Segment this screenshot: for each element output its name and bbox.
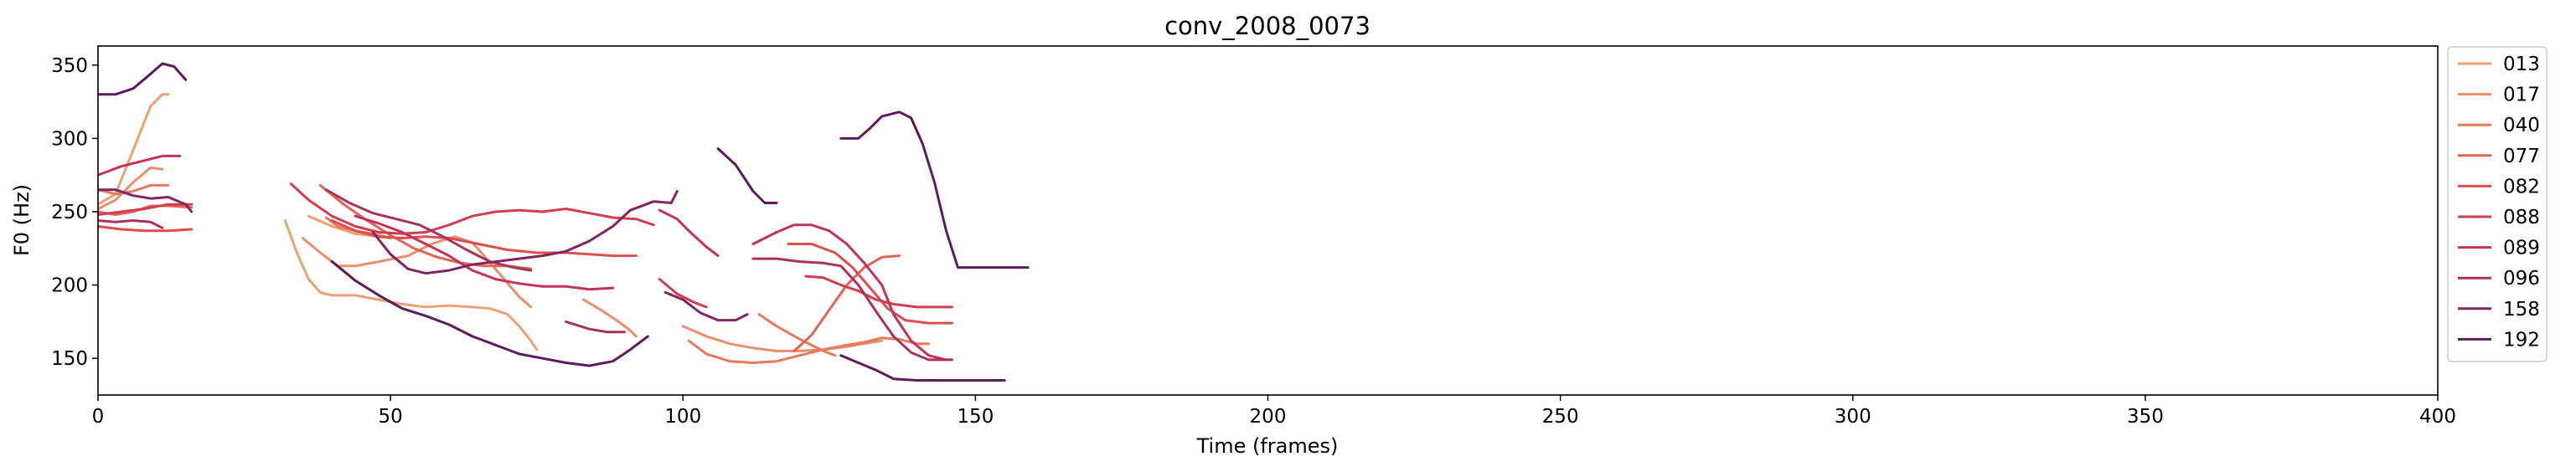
series-line-088: [658, 278, 708, 309]
plot-frame: [97, 45, 2439, 396]
legend-label: 192: [2503, 329, 2540, 351]
y-tick-label: 350: [51, 55, 88, 77]
x-tick-label: 300: [1835, 406, 1871, 428]
series-line-013: [98, 93, 170, 206]
series-layer: [98, 62, 1030, 382]
legend-label: 082: [2503, 176, 2540, 198]
series-line-158: [98, 188, 194, 213]
y-tick-label: 250: [51, 202, 88, 223]
legend-label: 017: [2503, 85, 2540, 106]
x-tick-label: 350: [2127, 406, 2164, 428]
series-line-017: [582, 298, 638, 338]
series-line-017: [681, 325, 884, 352]
series-line-082: [330, 219, 638, 258]
x-axis-title: Time (frames): [1196, 434, 1339, 458]
series-line-192: [98, 62, 188, 96]
x-tick-label: 0: [92, 406, 105, 428]
chart-title: conv_2008_0073: [1164, 12, 1371, 40]
series-line-192: [839, 110, 1030, 269]
series-line-089: [354, 214, 614, 291]
series-line-082: [98, 225, 194, 233]
y-tick-label: 300: [51, 128, 88, 150]
series-line-096: [98, 219, 164, 229]
series-line-088: [98, 203, 194, 216]
y-axis-title: F0 (Hz): [10, 184, 34, 256]
y-axis: 150 200 250 300 350: [51, 55, 98, 370]
series-line-096: [565, 320, 626, 334]
series-line-040: [687, 336, 930, 364]
series-line-096: [751, 257, 953, 362]
x-axis: 0 50 100 150 200 250 300 350 400: [92, 395, 2456, 428]
x-tick-label: 100: [664, 406, 701, 428]
series-line-158: [663, 290, 749, 322]
series-line-013: [283, 219, 539, 351]
series-line-088: [289, 182, 655, 235]
series-line-192: [716, 147, 778, 204]
series-line-192: [839, 354, 1006, 382]
x-tick-label: 50: [378, 406, 402, 428]
y-tick-label: 150: [51, 348, 88, 370]
series-line-077: [792, 254, 901, 352]
legend-label: 158: [2503, 299, 2540, 321]
x-tick-label: 250: [1542, 406, 1579, 428]
series-line-082: [787, 243, 953, 325]
legend-label: 088: [2503, 207, 2540, 228]
legend-label: 096: [2503, 268, 2540, 290]
series-line-158: [371, 190, 679, 275]
series-line-088: [804, 274, 953, 309]
legend-label: 077: [2503, 146, 2540, 167]
legend-label: 089: [2503, 238, 2540, 259]
x-tick-label: 150: [957, 406, 994, 428]
series-line-040: [757, 313, 837, 357]
series-line-017: [98, 166, 164, 210]
series-line-192: [330, 260, 649, 367]
legend-label: 040: [2503, 115, 2540, 136]
y-tick-label: 200: [51, 275, 88, 297]
series-line-040: [98, 183, 170, 196]
series-line-089: [751, 223, 953, 362]
series-line-096: [324, 188, 533, 272]
plot-area: [98, 62, 1030, 382]
x-tick-label: 200: [1250, 406, 1287, 428]
legend-label: 013: [2503, 54, 2540, 75]
series-line-077: [318, 183, 533, 270]
x-tick-label: 400: [2419, 406, 2456, 428]
series-line-089: [98, 154, 182, 177]
legend: 013 017 040 077 082 088 089 096 158 192: [2447, 46, 2548, 362]
series-line-089: [658, 208, 720, 258]
